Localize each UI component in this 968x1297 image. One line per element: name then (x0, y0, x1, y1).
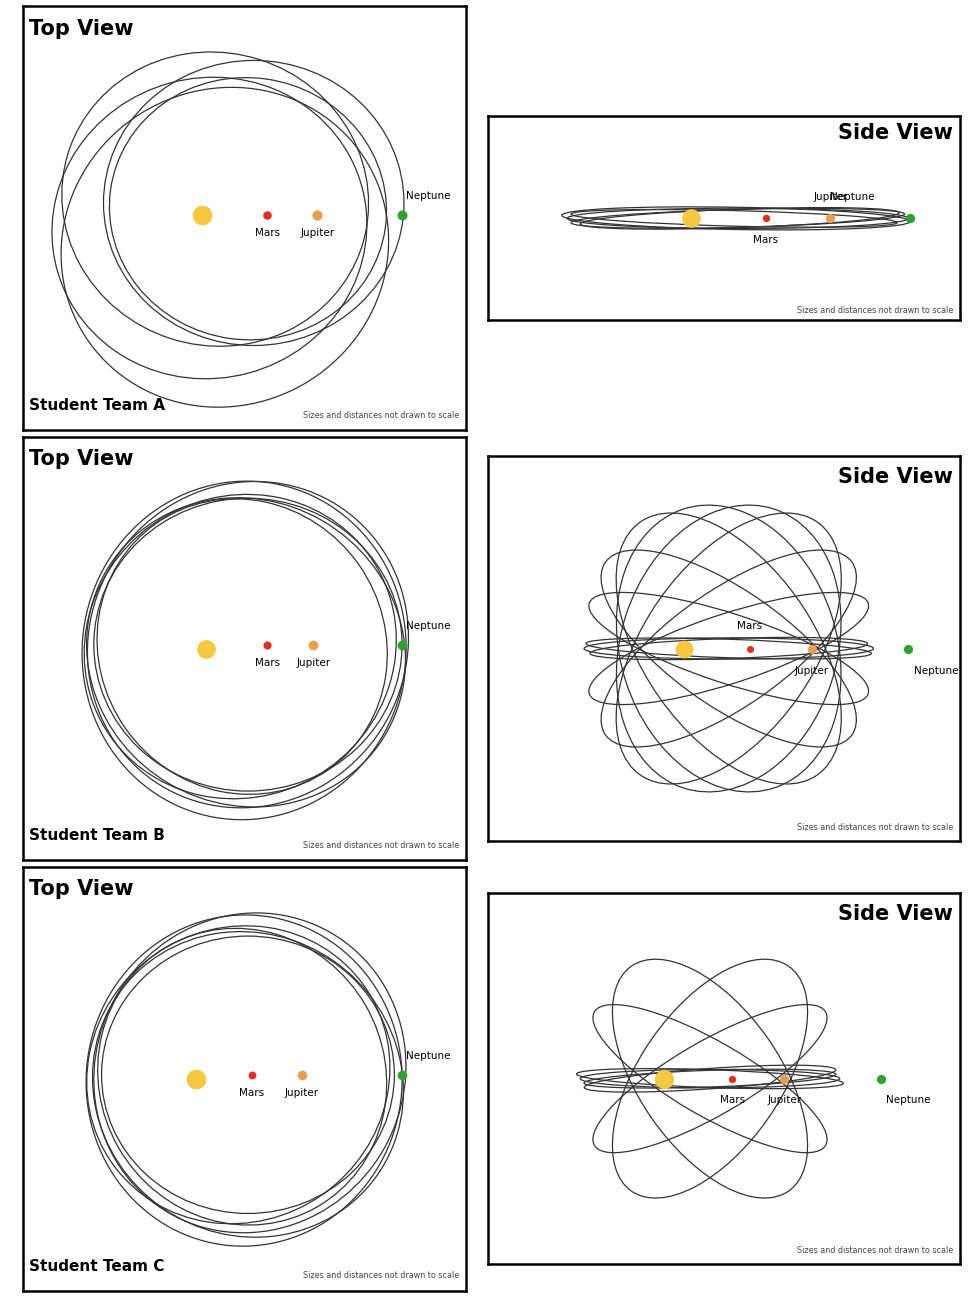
Text: Side View: Side View (838, 904, 953, 925)
Text: Sizes and distances not drawn to scale: Sizes and distances not drawn to scale (303, 1271, 459, 1280)
Text: Jupiter: Jupiter (813, 192, 848, 202)
Point (188, 1069, 203, 1089)
Point (873, 1069, 889, 1089)
Text: Top View: Top View (29, 879, 134, 899)
Text: Mars: Mars (255, 228, 280, 239)
Text: Sizes and distances not drawn to scale: Sizes and distances not drawn to scale (797, 822, 953, 831)
Text: Student Team A: Student Team A (29, 398, 166, 414)
Point (776, 1069, 792, 1089)
Text: Sizes and distances not drawn to scale: Sizes and distances not drawn to scale (797, 1245, 953, 1254)
Point (900, 638, 916, 659)
Text: Neptune: Neptune (886, 1095, 930, 1105)
Text: Side View: Side View (838, 467, 953, 488)
Point (294, 1065, 310, 1086)
Text: Jupiter: Jupiter (296, 658, 330, 668)
Text: Sizes and distances not drawn to scale: Sizes and distances not drawn to scale (797, 306, 953, 315)
Point (742, 638, 758, 659)
Point (194, 204, 209, 224)
Point (197, 638, 213, 659)
Point (823, 208, 838, 228)
Text: Sizes and distances not drawn to scale: Sizes and distances not drawn to scale (303, 840, 459, 850)
Text: Neptune: Neptune (406, 191, 450, 201)
Text: Mars: Mars (255, 658, 280, 668)
Text: Neptune: Neptune (406, 1052, 450, 1061)
Point (677, 638, 692, 659)
Point (902, 208, 918, 228)
Text: Side View: Side View (838, 122, 953, 143)
Point (656, 1069, 672, 1089)
Text: Jupiter: Jupiter (767, 1095, 802, 1105)
Point (259, 634, 275, 655)
Text: Student Team C: Student Team C (29, 1258, 165, 1274)
Text: Mars: Mars (719, 1095, 744, 1105)
Text: Jupiter: Jupiter (300, 228, 334, 239)
Point (394, 204, 409, 224)
Text: Neptune: Neptune (406, 621, 450, 632)
Text: Neptune: Neptune (831, 192, 875, 202)
Text: Sizes and distances not drawn to scale: Sizes and distances not drawn to scale (303, 411, 459, 420)
Point (394, 634, 409, 655)
Text: Jupiter: Jupiter (285, 1088, 318, 1099)
Text: Mars: Mars (738, 621, 763, 632)
Point (306, 634, 321, 655)
Point (310, 204, 325, 224)
Text: Top View: Top View (29, 449, 134, 470)
Point (804, 638, 820, 659)
Point (394, 1065, 409, 1086)
Text: Mars: Mars (753, 235, 778, 245)
Text: Student Team B: Student Team B (29, 829, 166, 843)
Point (724, 1069, 740, 1089)
Text: Neptune: Neptune (914, 665, 958, 676)
Point (683, 208, 699, 228)
Text: Mars: Mars (239, 1088, 264, 1099)
Point (758, 208, 773, 228)
Text: Top View: Top View (29, 19, 134, 39)
Point (259, 204, 275, 224)
Point (244, 1065, 259, 1086)
Text: Jupiter: Jupiter (795, 665, 829, 676)
